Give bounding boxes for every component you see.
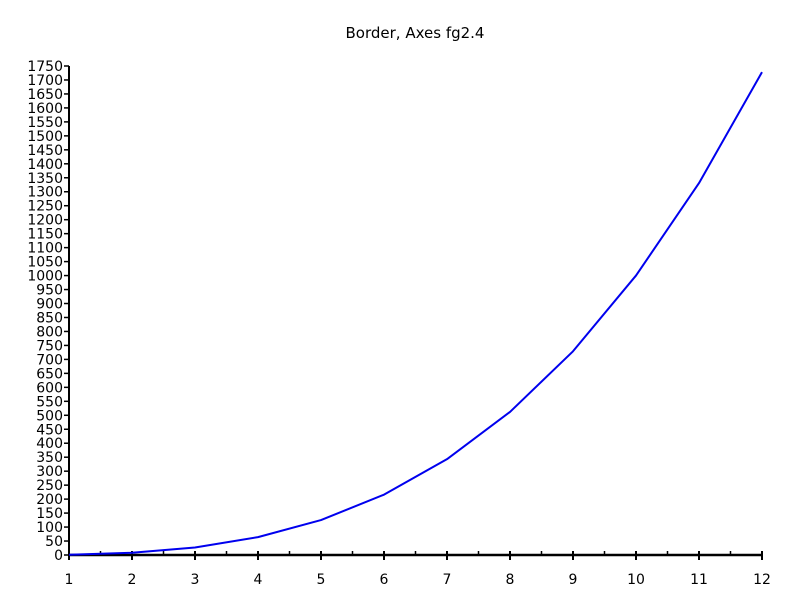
chart-title: Border, Axes fg2.4: [346, 24, 485, 42]
y-tick-label: 450: [36, 422, 63, 438]
y-tick-label: 150: [36, 506, 63, 522]
y-tick-label: 300: [36, 464, 63, 480]
x-tick-label: 5: [317, 572, 326, 588]
y-tick-label: 100: [36, 520, 63, 536]
x-tick-label: 9: [569, 572, 578, 588]
plot-area: 0501001502002503003504004505005506006507…: [27, 59, 771, 588]
x-tick-label: 6: [380, 572, 389, 588]
x-tick-label: 2: [128, 572, 137, 588]
y-tick-label: 550: [36, 394, 63, 410]
y-tick-label: 1600: [27, 101, 63, 117]
x-tick-label: 4: [254, 572, 263, 588]
y-tick-label: 600: [36, 380, 63, 396]
y-tick-label: 250: [36, 478, 63, 494]
y-tick-label: 800: [36, 324, 63, 340]
y-tick-label: 650: [36, 366, 63, 382]
y-tick-label: 1000: [27, 269, 63, 285]
y-tick-label: 1400: [27, 157, 63, 173]
x-tick-label: 11: [690, 572, 708, 588]
x-tick-label: 1: [65, 572, 74, 588]
x-tick-label: 7: [443, 572, 452, 588]
y-tick-label: 500: [36, 408, 63, 424]
y-tick-label: 700: [36, 352, 63, 368]
series-line: [68, 71, 763, 556]
y-tick-label: 1550: [27, 115, 63, 131]
y-tick-label: 1150: [27, 227, 63, 243]
y-tick-label: 1050: [27, 255, 63, 271]
x-tick-label: 8: [506, 572, 515, 588]
y-tick-label: 1750: [27, 59, 63, 75]
y-tick-label: 750: [36, 338, 63, 354]
y-tick-label: 0: [54, 548, 63, 564]
y-tick-label: 1250: [27, 199, 63, 215]
y-tick-label: 1700: [27, 73, 63, 89]
y-tick-label: 850: [36, 310, 63, 326]
y-tick-label: 950: [36, 283, 63, 299]
y-tick-label: 1500: [27, 129, 63, 145]
x-tick-label: 12: [753, 572, 771, 588]
y-tick-label: 1650: [27, 87, 63, 103]
y-tick-label: 1350: [27, 171, 63, 187]
y-tick-label: 1200: [27, 213, 63, 229]
y-tick-label: 50: [45, 534, 63, 550]
y-tick-label: 200: [36, 492, 63, 508]
x-tick-label: 10: [627, 572, 645, 588]
y-tick-label: 900: [36, 297, 63, 313]
y-tick-label: 400: [36, 436, 63, 452]
y-tick-label: 350: [36, 450, 63, 466]
y-tick-label: 1100: [27, 241, 63, 257]
y-tick-label: 1300: [27, 185, 63, 201]
x-tick-label: 3: [191, 572, 200, 588]
y-tick-label: 1450: [27, 143, 63, 159]
